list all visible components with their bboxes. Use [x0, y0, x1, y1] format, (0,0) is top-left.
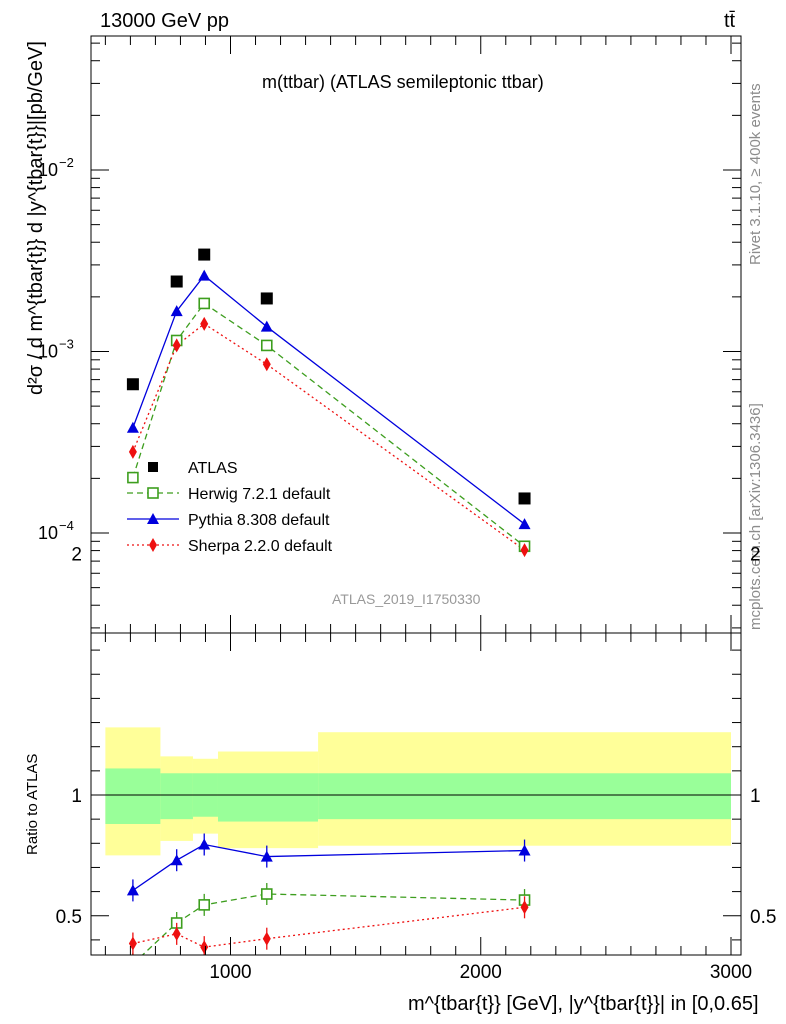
- data-point: [260, 888, 273, 900]
- data-point: [172, 926, 181, 941]
- data-point: [518, 518, 531, 530]
- legend-label: Pythia 8.308 default: [188, 512, 330, 529]
- data-point: [198, 899, 211, 911]
- ratio-y-tick-label: 1: [750, 786, 761, 807]
- data-point: [128, 444, 137, 459]
- analysis-tag: ATLAS_2019_I1750330: [332, 591, 481, 607]
- chart-title: m(ttbar) (ATLAS semileptonic ttbar): [262, 72, 544, 92]
- data-point: [260, 320, 273, 332]
- data-point: [147, 513, 159, 524]
- data-point: [170, 305, 183, 317]
- y-tick-label: 10: [38, 342, 58, 362]
- data-point: [127, 471, 139, 484]
- ratio-series-marks: [126, 833, 531, 969]
- x-tick-label: 3000: [710, 962, 752, 983]
- data-point: [128, 959, 138, 969]
- main-ticks: [91, 36, 741, 633]
- ratio-ticks: 0.5 0.5 1 1 2 2: [56, 545, 776, 955]
- process-label: tt̄: [724, 10, 736, 32]
- ratio-series-lines: [132, 843, 525, 955]
- data-point: [520, 900, 529, 915]
- y-tick-labels: 10−410−310−2: [38, 155, 74, 543]
- series-line: [132, 302, 525, 547]
- data-point: [126, 884, 139, 896]
- y-tick-label-exp: −4: [59, 518, 74, 533]
- y-tick-label-exp: −3: [59, 337, 74, 352]
- ratio-line: [141, 893, 525, 955]
- data-point: [198, 248, 211, 261]
- data-point: [198, 297, 211, 310]
- legend-label: Herwig 7.2.1 default: [188, 486, 331, 503]
- data-point: [126, 378, 139, 391]
- data-point: [518, 492, 531, 505]
- data-point: [518, 844, 531, 856]
- ratio-panel: 0.5 0.5 1 1 2 2 Ratio to ATLAS 1000 2000 3000 m…: [24, 545, 776, 1016]
- data-point: [260, 339, 273, 352]
- data-point: [170, 275, 183, 288]
- x-axis-label: m^{tbar{t}} [GeV], |y^{tbar{t}}| in [0,0…: [408, 993, 759, 1015]
- legend-label: Sherpa 2.2.0 default: [188, 538, 333, 555]
- data-point: [170, 854, 183, 866]
- rivet-label: Rivet 3.1.10, ≥ 400k events: [747, 83, 764, 265]
- ratio-y-tick-label: 2: [750, 545, 761, 566]
- data-point: [172, 338, 181, 353]
- band-1sigma: [318, 773, 731, 820]
- data-point: [520, 543, 529, 558]
- ratio-y-tick-label: 1: [71, 786, 82, 807]
- source-label: mcplots.cern.ch [arXiv:1306.3436]: [747, 403, 764, 630]
- data-point: [198, 838, 211, 850]
- data-point: [262, 357, 271, 372]
- ratio-y-tick-label: 2: [71, 545, 82, 566]
- ratio-y-tick-label: 0.5: [56, 907, 82, 928]
- main-series-marks: [126, 248, 531, 558]
- legend-label: ATLAS: [188, 460, 238, 477]
- uncertainty-bands: [105, 727, 731, 856]
- data-point: [200, 940, 209, 955]
- data-point: [149, 538, 157, 552]
- data-point: [148, 462, 158, 472]
- data-point: [260, 292, 273, 305]
- data-point: [260, 850, 273, 862]
- data-point: [200, 316, 209, 331]
- band-1sigma: [105, 768, 161, 824]
- main-series-lines: [132, 274, 525, 551]
- y-tick-label-exp: −2: [59, 155, 74, 170]
- data-point: [262, 931, 271, 946]
- y-tick-label: 10: [38, 523, 58, 543]
- energy-label: 13000 GeV pp: [100, 10, 229, 32]
- ratio-y-tick-label: 0.5: [750, 907, 776, 928]
- legend: ATLAS Herwig 7.2.1 default Pythia 8.308 de…: [127, 460, 333, 555]
- y-tick-label: 10: [38, 160, 58, 180]
- data-point: [126, 421, 139, 433]
- ratio-y-axis-label: Ratio to ATLAS: [24, 754, 41, 855]
- ratio-line: [132, 906, 525, 948]
- x-tick-label: 1000: [209, 962, 251, 983]
- ratio-line: [132, 843, 525, 891]
- band-1sigma: [217, 773, 319, 822]
- x-tick-labels: 1000 2000 3000: [209, 962, 752, 983]
- main-panel: m(ttbar) (ATLAS semileptonic ttbar) ATLA…: [25, 35, 742, 634]
- band-1sigma: [160, 773, 193, 820]
- y-axis-label: d²σ / d m^{tbar{t}} d |y^{tbar{t}}|[pb/G…: [25, 41, 47, 395]
- data-point: [147, 487, 159, 499]
- ratio-plot-frame: [90, 632, 742, 956]
- data-point: [128, 936, 137, 951]
- x-tick-label: 2000: [460, 962, 502, 983]
- data-point: [198, 269, 211, 281]
